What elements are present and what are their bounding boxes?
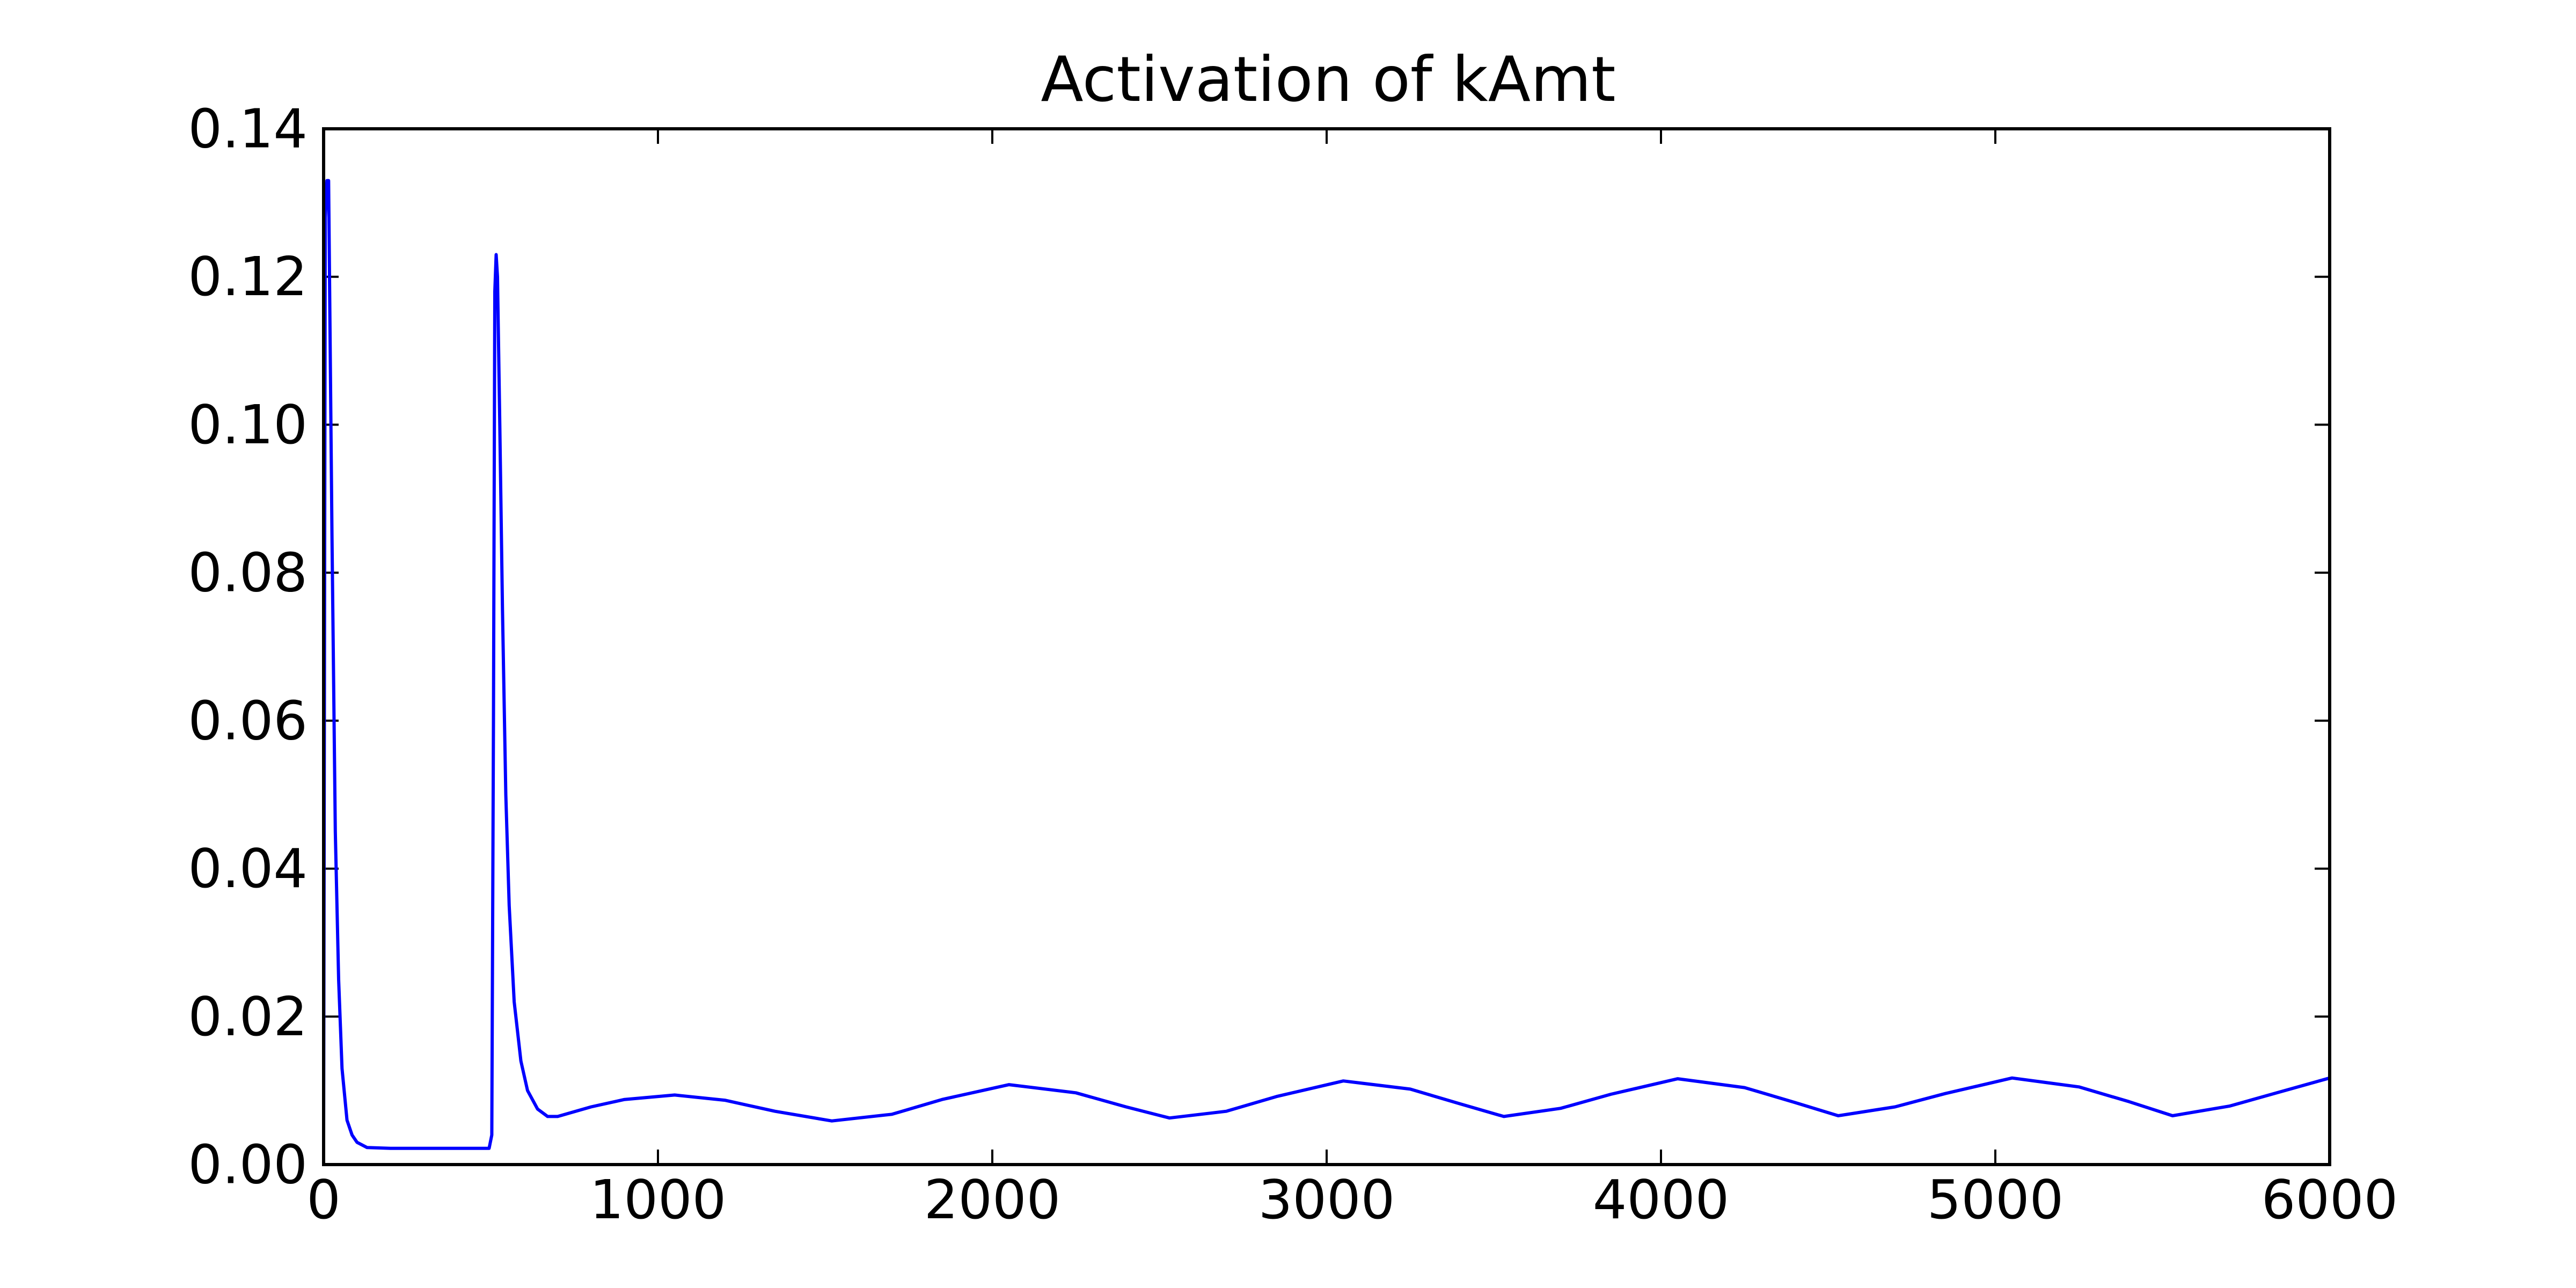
- y-tick-label: 0.06: [188, 689, 308, 752]
- y-tick-label: 0.12: [188, 245, 308, 308]
- tick-labels: 0 1000 2000 3000 4000 5000 6000 0.00 0.02 0.04 0.0…: [188, 98, 2398, 1232]
- x-tick-label: 2000: [924, 1168, 1061, 1231]
- x-tick-label: 1000: [590, 1168, 727, 1231]
- y-tick-label: 0.00: [188, 1133, 308, 1196]
- y-tick-label: 0.10: [188, 393, 308, 456]
- x-tick-label: 6000: [2262, 1168, 2398, 1231]
- x-tick-label: 5000: [1927, 1168, 2064, 1231]
- x-tick-label: 4000: [1593, 1168, 1730, 1231]
- chart-title: Activation of kAmt: [1041, 43, 1615, 116]
- y-tick-label: 0.08: [188, 541, 308, 604]
- plot-area: [322, 179, 2331, 1150]
- x-tick-label: 3000: [1258, 1168, 1395, 1231]
- y-tick-label: 0.14: [188, 98, 308, 160]
- y-tick-label: 0.04: [188, 837, 308, 900]
- series-line: [322, 179, 2331, 1150]
- x-tick-label: 0: [306, 1168, 341, 1231]
- axes-frame: [322, 127, 2331, 1166]
- y-tick-label: 0.02: [188, 985, 308, 1048]
